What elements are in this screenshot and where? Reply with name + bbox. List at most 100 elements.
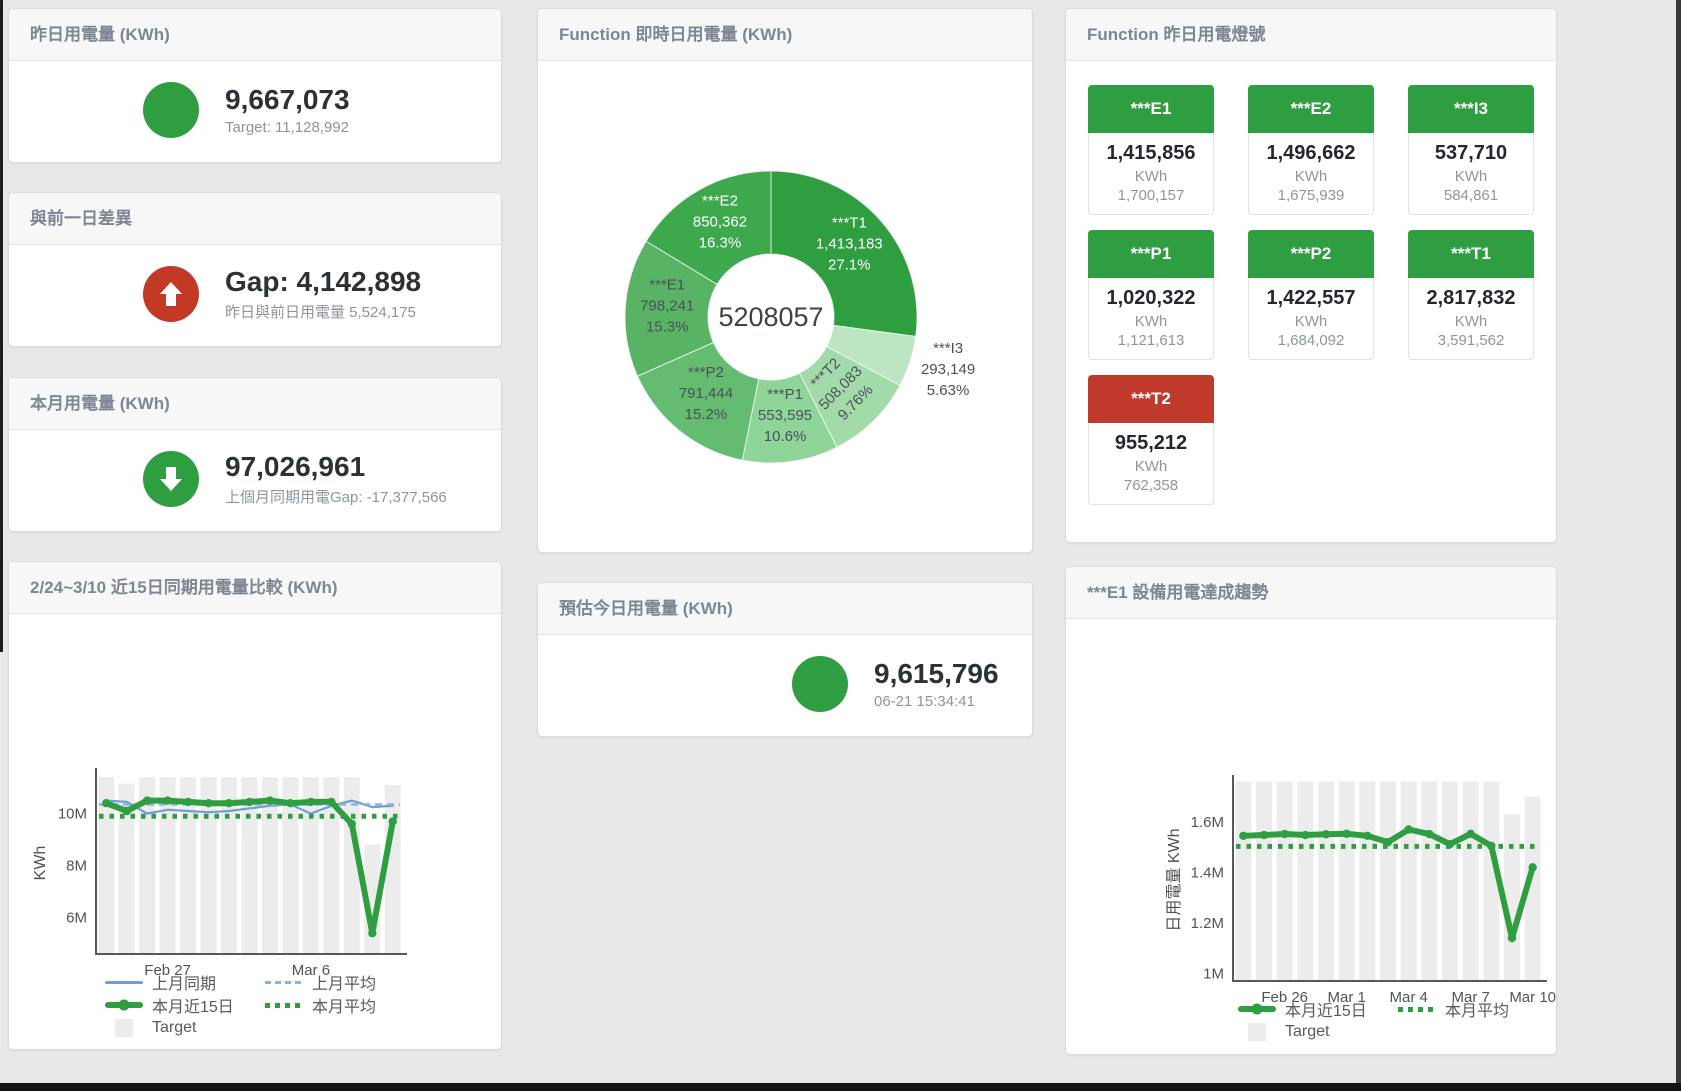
target-bar bbox=[1256, 781, 1272, 982]
donut-slice-label: ***I3 293,149 5.63% bbox=[921, 340, 975, 399]
stat-subtitle: 上個月同期用電Gap: -17,377,566 bbox=[225, 488, 447, 506]
tile-target-value: 3,591,562 bbox=[1437, 332, 1505, 350]
tile-body: 1,422,557 KWh 1,684,092 bbox=[1248, 278, 1374, 361]
data-point bbox=[265, 796, 275, 806]
x-tick-label: Mar 6 bbox=[292, 962, 330, 979]
legend-swatch-dashed bbox=[265, 972, 303, 992]
compare-line-chart: 6M 8M 10M Feb 27 Mar 6 KWh bbox=[32, 768, 407, 979]
chart-legend: 本月近15日 本月平均 Target bbox=[1238, 999, 1509, 1042]
tile-status-header: ***P2 bbox=[1248, 230, 1374, 279]
card-compare-chart: 2/24~3/10 近15日同期用電量比較 (KWh) 6M 8M 10M Feb 2… bbox=[8, 561, 502, 1050]
x-tick-label: Mar 10 bbox=[1509, 989, 1556, 1006]
data-point bbox=[1239, 832, 1248, 841]
tile-value: 1,496,662 bbox=[1266, 142, 1356, 165]
e1-trend-line-chart: 1M 1.2M 1.4M 1.6M Feb 26 Mar 1 Mar 4 Mar 7 Mar 1… bbox=[1166, 775, 1556, 1006]
card-title: Function 昨日用電燈號 bbox=[1066, 9, 1556, 62]
legend-item-上月平均[interactable]: 上月平均 bbox=[265, 972, 376, 993]
y-tick-label: 6M bbox=[66, 910, 87, 927]
card-estimate-today: 預估今日用電量 (KWh) 9,615,796 06-21 15:34:41 bbox=[537, 582, 1033, 737]
tile-status-header: ***P1 bbox=[1088, 230, 1214, 279]
data-point bbox=[347, 820, 357, 829]
y-tick-label: 1.2M bbox=[1191, 915, 1224, 932]
light-tile: ***T1 2,817,832 KWh 3,591,562 bbox=[1408, 230, 1534, 361]
card-realtime-donut: Function 即時日用電量 (KWh) ***T1 1,413,183 27.1… bbox=[537, 8, 1033, 553]
target-bar bbox=[1483, 781, 1500, 982]
legend-item-本月近15日[interactable]: 本月近15日 bbox=[105, 995, 265, 1017]
tile-status-header: ***T1 bbox=[1408, 230, 1534, 279]
data-point bbox=[1280, 830, 1289, 839]
daily-usage-donut-chart: ***T1 1,413,183 27.1%***I3 293,149 5.63%***T… bbox=[624, 170, 975, 464]
donut-slice-label: ***T1 1,413,183 27.1% bbox=[816, 215, 883, 274]
card-day-gap: 與前一日差異 Gap: 4,142,898 昨日與前日用電量 5,524,175 bbox=[8, 192, 502, 347]
x-tick-label: Feb 26 bbox=[1261, 989, 1308, 1006]
legend-item-Target[interactable]: Target bbox=[1238, 1022, 1398, 1042]
donut-slice-T1[interactable] bbox=[770, 170, 918, 338]
target-bar bbox=[1462, 781, 1479, 982]
tile-unit: KWh bbox=[1294, 313, 1328, 331]
data-point bbox=[1425, 830, 1434, 839]
series-line-上月同期 bbox=[105, 799, 394, 816]
target-bar bbox=[159, 777, 176, 955]
target-bar bbox=[1442, 781, 1458, 982]
arrow-down-icon bbox=[143, 450, 199, 507]
data-point bbox=[1321, 830, 1331, 839]
tile-unit: KWh bbox=[1134, 168, 1168, 186]
tile-value: 1,415,856 bbox=[1106, 142, 1196, 165]
tile-unit: KWh bbox=[1134, 458, 1168, 476]
tile-body: 1,415,856 KWh 1,700,157 bbox=[1088, 133, 1214, 216]
card-yesterday-usage: 昨日用電量 (KWh) 9,667,073 Target: 11,128,992 bbox=[8, 8, 502, 163]
legend-swatch-dotted bbox=[1398, 999, 1436, 1019]
chart-legend: 上月同期 上月平均本月近15日 本月平均 Target bbox=[105, 972, 376, 1038]
light-tile: ***E2 1,496,662 KWh 1,675,939 bbox=[1248, 85, 1374, 216]
data-point bbox=[183, 798, 193, 807]
legend-item-本月平均[interactable]: 本月平均 bbox=[1398, 999, 1509, 1020]
tile-value: 537,710 bbox=[1434, 142, 1508, 165]
stat-row: Gap: 4,142,898 昨日與前日用電量 5,524,175 bbox=[9, 245, 501, 342]
target-bar bbox=[323, 777, 340, 955]
target-bar bbox=[139, 777, 156, 955]
light-tiles-grid: ***E1 1,415,856 KWh 1,700,157 ***E2 1,496,662… bbox=[1066, 61, 1556, 506]
card-e1-trend-chart: ***E1 設備用電達成趨勢 1M 1.2M 1.4M 1.6M Feb 26 Mar 1… bbox=[1065, 566, 1557, 1055]
legend-label: 本月近15日 bbox=[152, 999, 234, 1017]
stat-value: 97,026,961 bbox=[225, 450, 366, 482]
legend-item-本月平均[interactable]: 本月平均 bbox=[265, 995, 377, 1017]
y-tick-label: 1.4M bbox=[1191, 865, 1224, 882]
legend-item-上月同期[interactable]: 上月同期 bbox=[105, 972, 265, 993]
status-circle-icon bbox=[792, 655, 848, 712]
legend-swatch-dotted bbox=[265, 995, 303, 1015]
data-point bbox=[163, 796, 172, 806]
legend-item-本月近15日[interactable]: 本月近15日 bbox=[1238, 999, 1398, 1020]
legend-swatch-thick bbox=[1238, 999, 1276, 1019]
target-bar bbox=[241, 777, 258, 955]
legend-item-Target[interactable]: Target bbox=[105, 1018, 265, 1038]
donut-slice-E2[interactable] bbox=[645, 170, 772, 286]
data-point bbox=[1301, 831, 1310, 840]
stat-row: 9,615,796 06-21 15:34:41 bbox=[538, 635, 1032, 732]
tile-status-header: ***E2 bbox=[1248, 85, 1374, 134]
data-point bbox=[142, 796, 152, 806]
data-point bbox=[102, 799, 111, 808]
y-tick-label: 10M bbox=[58, 806, 87, 823]
light-tile: ***E1 1,415,856 KWh 1,700,157 bbox=[1088, 85, 1214, 216]
target-bar bbox=[200, 777, 217, 955]
light-tile: ***P2 1,422,557 KWh 1,684,092 bbox=[1248, 230, 1374, 361]
target-bar bbox=[98, 777, 115, 955]
legend-label: 本月平均 bbox=[312, 999, 377, 1017]
light-tile: ***T2 955,212 KWh 762,358 bbox=[1088, 375, 1214, 506]
y-tick-label: 1.6M bbox=[1191, 814, 1224, 831]
y-axis-label: 日用電量 KWh bbox=[1166, 829, 1183, 932]
x-tick-label: Mar 7 bbox=[1451, 989, 1489, 1006]
tile-body: 1,020,322 KWh 1,121,613 bbox=[1088, 278, 1214, 361]
target-bar bbox=[1400, 781, 1417, 982]
target-bar bbox=[118, 784, 135, 955]
stat-subtitle: 06-21 15:34:41 bbox=[874, 692, 975, 710]
data-point bbox=[327, 798, 336, 807]
tile-target-value: 584,861 bbox=[1443, 187, 1499, 205]
legend-label: Target bbox=[1285, 1023, 1330, 1041]
data-point bbox=[1342, 829, 1351, 839]
tile-status-header: ***I3 bbox=[1408, 85, 1534, 134]
data-point bbox=[122, 807, 131, 816]
target-bar bbox=[221, 777, 238, 955]
target-bar bbox=[1504, 814, 1520, 982]
